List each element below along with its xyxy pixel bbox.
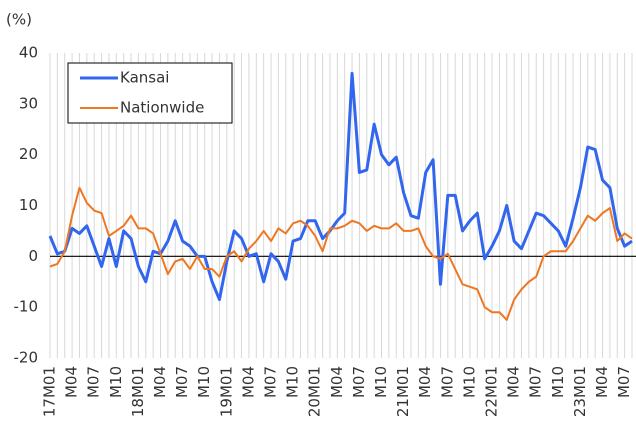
y-tick-label: 0	[28, 247, 38, 265]
x-tick-label: M04	[505, 366, 523, 398]
x-tick-label: M10	[460, 366, 478, 398]
x-tick-label: M04	[328, 366, 346, 398]
x-tick-label: M10	[195, 366, 213, 398]
y-tick-label: 10	[19, 196, 38, 214]
x-tick-label: 17M01	[41, 366, 59, 417]
y-tick-label: -10	[14, 298, 39, 316]
x-tick-label: 21M01	[394, 366, 412, 417]
y-tick-label: 20	[19, 145, 38, 163]
y-tick-label: 30	[19, 94, 38, 112]
x-tick-label: 18M01	[129, 366, 147, 417]
x-tick-label: M04	[239, 366, 257, 398]
x-tick-label: M07	[262, 366, 280, 398]
legend-label: Nationwide	[120, 99, 204, 117]
legend-label: Kansai	[120, 69, 169, 87]
y-tick-label: -20	[14, 349, 39, 367]
x-tick-label: M10	[372, 366, 390, 398]
x-tick-label: M04	[593, 366, 611, 398]
x-tick-label: 22M01	[483, 366, 501, 417]
x-tick-label: M04	[416, 366, 434, 398]
x-tick-label: M07	[438, 366, 456, 398]
y-tick-label: 40	[19, 44, 38, 62]
x-tick-label: 19M01	[217, 366, 235, 417]
x-tick-label: M07	[527, 366, 545, 398]
x-tick-label: M07	[173, 366, 191, 398]
x-tick-label: M04	[63, 366, 81, 398]
x-tick-label: M10	[284, 366, 302, 398]
series-line	[49, 186, 633, 321]
x-tick-label: M07	[350, 366, 368, 398]
x-tick-label: M10	[107, 366, 125, 398]
x-tick-label: M07	[85, 366, 103, 398]
series-line	[48, 71, 633, 302]
x-tick-label: M07	[615, 366, 633, 398]
y-axis-label: (%)	[6, 11, 32, 29]
x-tick-label: M10	[549, 366, 567, 398]
x-tick-label: 23M01	[571, 366, 589, 417]
x-tick-label: 20M01	[306, 366, 324, 417]
x-tick-label: M04	[151, 366, 169, 398]
legend-box	[67, 62, 233, 124]
